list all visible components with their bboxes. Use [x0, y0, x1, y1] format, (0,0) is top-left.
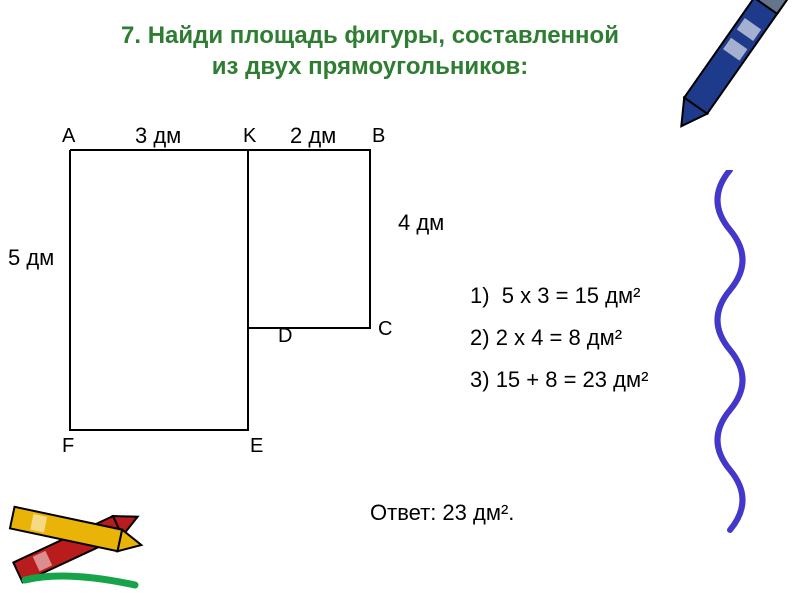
shape-outline: [70, 150, 370, 430]
crayons-icon: [5, 465, 175, 595]
dim-AF: 5 дм: [8, 245, 54, 271]
dim-KB: 2 дм: [290, 123, 336, 149]
vertex-B: B: [372, 125, 385, 148]
vertex-E: E: [250, 435, 263, 458]
squiggle-icon: [700, 170, 760, 550]
step-2: 2) 2 х 4 = 8 дм²: [470, 317, 648, 359]
step1-num: 1): [470, 283, 490, 308]
step3-num: 3): [470, 367, 490, 392]
vertex-D: D: [278, 325, 292, 348]
dim-BC: 4 дм: [398, 210, 444, 236]
answer-text: Ответ: 23 дм².: [370, 500, 514, 526]
step2-num: 2): [470, 325, 490, 350]
vertex-K: K: [243, 125, 256, 148]
step-1: 1) 5 х 3 = 15 дм²: [470, 275, 648, 317]
solution-block: 1) 5 х 3 = 15 дм² 2) 2 х 4 = 8 дм² 3) 15…: [470, 275, 648, 400]
step3-text: 15 + 8 = 23 дм²: [496, 367, 649, 392]
step2-text: 2 х 4 = 8 дм²: [496, 325, 622, 350]
crayon-icon: [675, 0, 795, 170]
vertex-A: A: [62, 125, 75, 148]
vertex-C: C: [378, 318, 392, 341]
vertex-F: F: [62, 435, 74, 458]
dim-AK: 3 дм: [135, 123, 181, 149]
step1-text: 5 х 3 = 15 дм²: [502, 283, 641, 308]
step-3: 3) 15 + 8 = 23 дм²: [470, 359, 648, 401]
